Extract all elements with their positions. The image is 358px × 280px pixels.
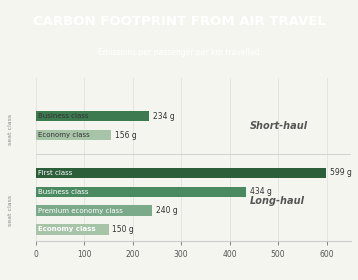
Text: Short-haul: Short-haul [250, 121, 308, 130]
Bar [36, 130, 111, 140]
Text: Economy class: Economy class [38, 132, 90, 138]
Bar [36, 186, 246, 197]
Text: seat class: seat class [8, 195, 13, 226]
Text: Emissions per passenger per km travelled: Emissions per passenger per km travelled [98, 48, 260, 57]
Bar [36, 206, 152, 216]
Text: 434 g: 434 g [250, 187, 272, 196]
Text: Business class: Business class [38, 189, 88, 195]
Text: 599 g: 599 g [330, 168, 352, 177]
Text: 234 g: 234 g [153, 112, 175, 121]
Text: 156 g: 156 g [115, 130, 137, 139]
Text: CARBON FOOTPRINT FROM AIR TRAVEL: CARBON FOOTPRINT FROM AIR TRAVEL [33, 15, 325, 28]
Text: Long-haul: Long-haul [250, 196, 305, 206]
Text: First class: First class [38, 170, 72, 176]
Text: seat class: seat class [8, 114, 13, 145]
Bar [36, 168, 326, 178]
Text: Business class: Business class [38, 113, 88, 119]
Text: 150 g: 150 g [112, 225, 134, 234]
Text: 240 g: 240 g [156, 206, 178, 215]
Text: Premium economy class: Premium economy class [38, 207, 122, 214]
Bar [36, 111, 149, 121]
Text: Economy class: Economy class [38, 227, 95, 232]
Bar [36, 224, 108, 235]
